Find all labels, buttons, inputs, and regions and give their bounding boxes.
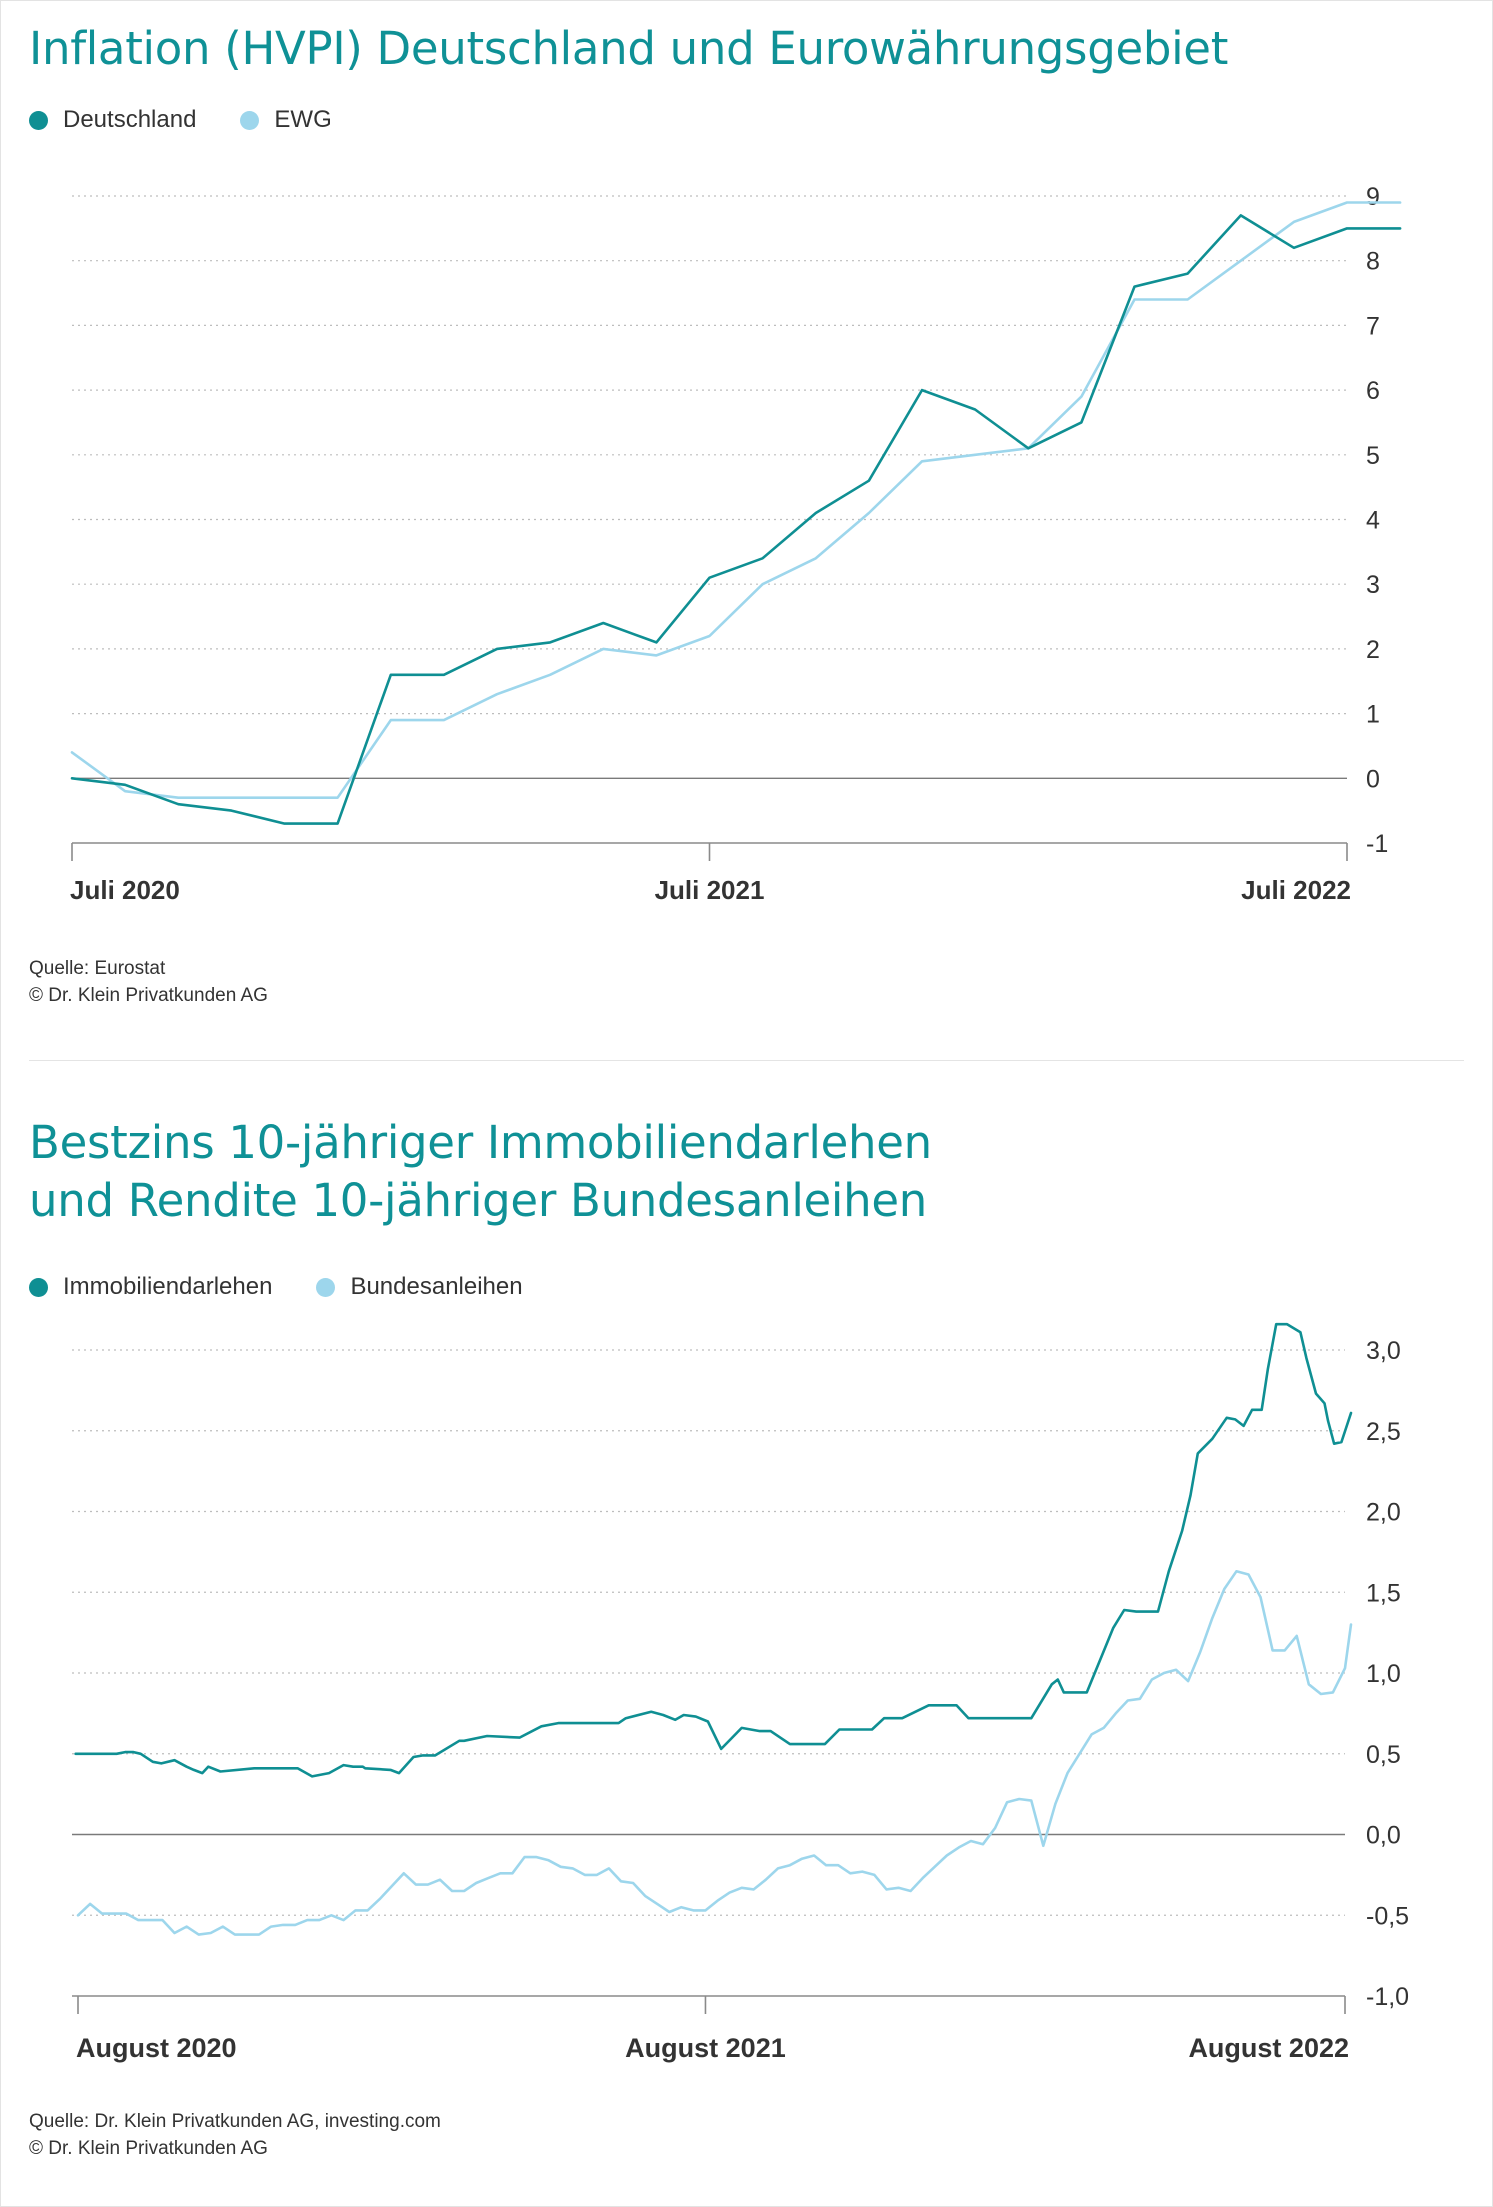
legend-dot-bundesanleihen — [316, 1277, 336, 1297]
y-tick-label: 1,5 — [1366, 1579, 1401, 1607]
y-tick-label: 0,0 — [1366, 1822, 1401, 1850]
x-tick-label: August 2021 — [625, 2033, 786, 2063]
y-tick-label: 9 — [1366, 183, 1380, 211]
y-tick-label: 1,0 — [1366, 1660, 1401, 1688]
chart1-title: Inflation (HVPI) Deutschland und Eurowäh… — [29, 22, 1229, 75]
y-tick-label: 8 — [1366, 248, 1380, 276]
legend-item-ewg: EWG — [240, 106, 332, 134]
y-tick-label: 5 — [1366, 442, 1380, 470]
chart2-title-line-1: Bestzins 10-jähriger Immobiliendarlehen — [29, 1116, 932, 1169]
y-tick-label: 4 — [1366, 507, 1380, 535]
series-line-deutschland — [70, 214, 1402, 825]
y-tick-label: -0,5 — [1366, 1902, 1409, 1930]
y-tick-label: 7 — [1366, 312, 1380, 340]
y-tick-label: 3,0 — [1366, 1337, 1401, 1365]
chart1-source-line: Quelle: Eurostat — [29, 958, 166, 979]
chart2-legend: Immobiliendarlehen Bundesanleihen — [29, 1270, 567, 1304]
series-line-ewg — [70, 201, 1402, 800]
legend-item-immobiliendarlehen: Immobiliendarlehen — [29, 1273, 272, 1301]
series-line-bundesanleihen — [76, 1570, 1353, 1936]
x-tick-label: August 2020 — [76, 2033, 237, 2063]
inflation-chart: 9 8 7 6 5 4 3 2 1 0 -1 Juli 2020 Juli 2021 Juli 2022 — [70, 183, 1402, 905]
chart2-source: Quelle: Dr. Klein Privatkunden AG, inves… — [29, 2108, 441, 2162]
x-tick-label: Juli 2020 — [70, 875, 180, 905]
series-line-immobiliendarlehen — [74, 1322, 1353, 1778]
y-tick-label: 6 — [1366, 377, 1380, 405]
y-tick-label: 2,0 — [1366, 1499, 1401, 1527]
chart2-source-line: Quelle: Dr. Klein Privatkunden AG, inves… — [29, 2111, 441, 2132]
chart2-title: Bestzins 10-jähriger Immobiliendarlehen … — [29, 1114, 932, 1230]
legend-item-bundesanleihen: Bundesanleihen — [316, 1273, 523, 1301]
legend-label-deutschland: Deutschland — [63, 106, 197, 133]
y-tick-label: 1 — [1366, 701, 1380, 729]
y-tick-label: 0,5 — [1366, 1741, 1401, 1769]
legend-dot-deutschland — [29, 110, 48, 130]
legend-dot-ewg — [240, 110, 260, 130]
y-tick-label: -1,0 — [1366, 1983, 1409, 2011]
legend-label-ewg: EWG — [274, 106, 332, 133]
legend-label-bundesanleihen: Bundesanleihen — [350, 1273, 523, 1300]
chart1-source: Quelle: Eurostat © Dr. Klein Privatkunde… — [29, 955, 268, 1009]
section-divider — [29, 1060, 1464, 1061]
y-tick-label: 2 — [1366, 636, 1380, 664]
legend-dot-immobiliendarlehen — [29, 1277, 48, 1297]
legend-label-immobiliendarlehen: Immobiliendarlehen — [63, 1273, 273, 1300]
x-tick-label: Juli 2022 — [1241, 875, 1351, 905]
interest-rate-chart: 3,0 2,5 2,0 1,5 1,0 0,5 0,0 -0,5 -1,0 August 2020… — [72, 1322, 1409, 2063]
chart2-title-line-2: und Rendite 10-jähriger Bundesanleihen — [29, 1174, 927, 1227]
x-tick-label: Juli 2021 — [655, 875, 765, 905]
chart1-copyright-line: © Dr. Klein Privatkunden AG — [29, 985, 268, 1006]
chart2-copyright-line: © Dr. Klein Privatkunden AG — [29, 2138, 268, 2159]
y-tick-label: 3 — [1366, 571, 1380, 599]
legend-item-deutschland: Deutschland — [29, 106, 196, 134]
x-tick-label: August 2022 — [1188, 2033, 1349, 2063]
chart1-legend: Deutschland EWG — [29, 103, 376, 137]
y-tick-label: -1 — [1366, 830, 1388, 858]
y-tick-label: 0 — [1366, 765, 1380, 793]
y-tick-label: 2,5 — [1366, 1418, 1401, 1446]
